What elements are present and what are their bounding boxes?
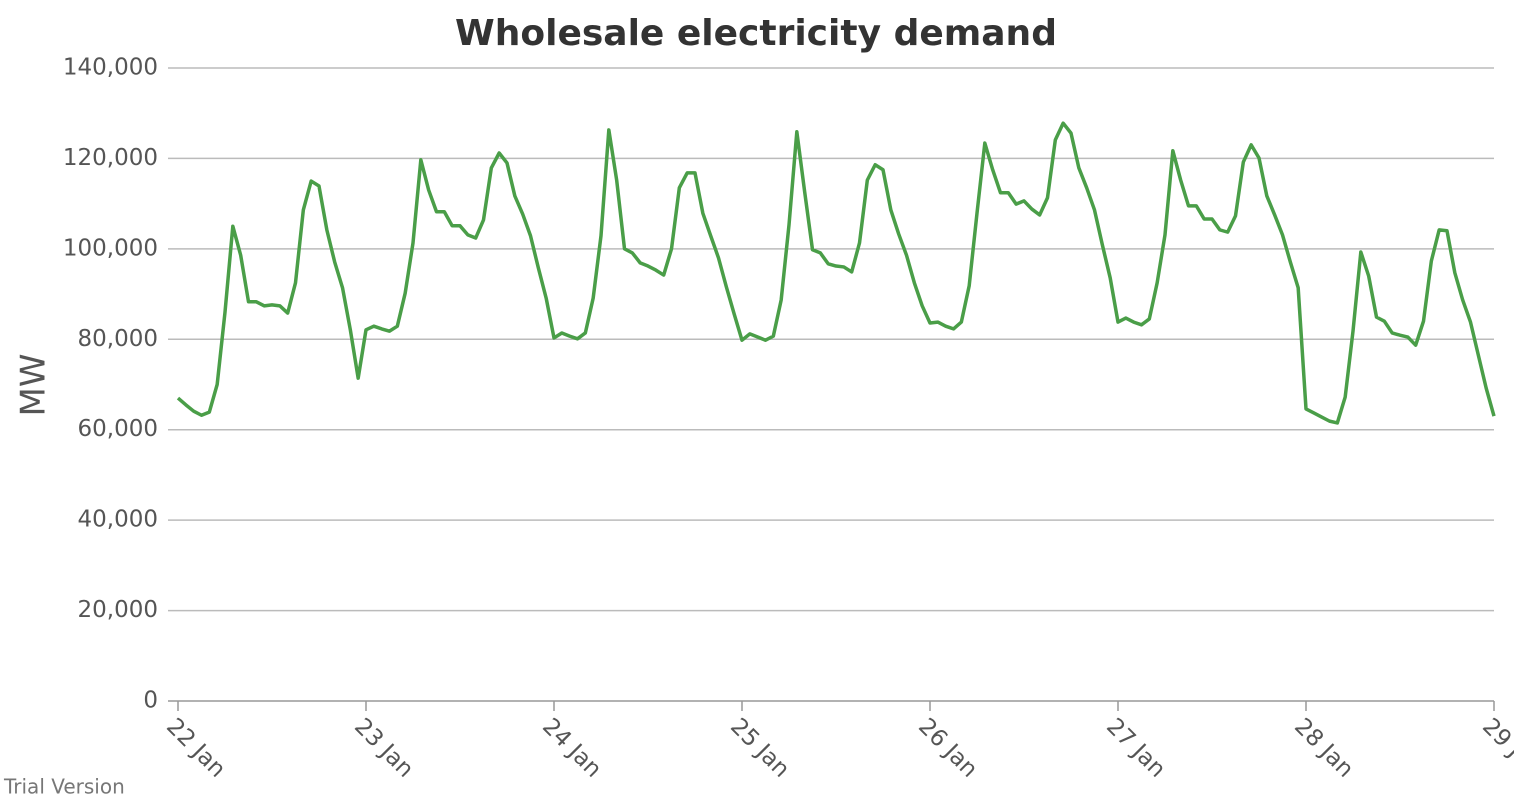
x-tick-label: 29 Jan <box>1477 713 1514 782</box>
x-tick-label: 26 Jan <box>913 713 982 782</box>
y-tick-label: 100,000 <box>63 235 158 261</box>
chart-title: Wholesale electricity demand <box>455 13 1057 54</box>
credit: Trial Version <box>3 775 125 799</box>
y-tick-label: 0 <box>143 688 158 714</box>
x-tick-label: 24 Jan <box>537 713 606 782</box>
y-tick-label: 80,000 <box>78 326 158 352</box>
y-tick-label: 20,000 <box>78 597 158 623</box>
x-tick-label: 28 Jan <box>1289 713 1358 782</box>
y-tick-label: 60,000 <box>78 416 158 442</box>
x-tick-label: 27 Jan <box>1101 713 1170 782</box>
x-tick-label: 23 Jan <box>349 713 418 782</box>
y-tick-label: 40,000 <box>78 507 158 533</box>
y-tick-label: 140,000 <box>63 55 158 81</box>
y-axis-label: MW <box>14 354 54 417</box>
x-tick-label: 22 Jan <box>161 713 230 782</box>
line-series <box>176 121 1496 425</box>
x-tick-label: 25 Jan <box>725 713 794 782</box>
y-tick-label: 120,000 <box>63 145 158 171</box>
